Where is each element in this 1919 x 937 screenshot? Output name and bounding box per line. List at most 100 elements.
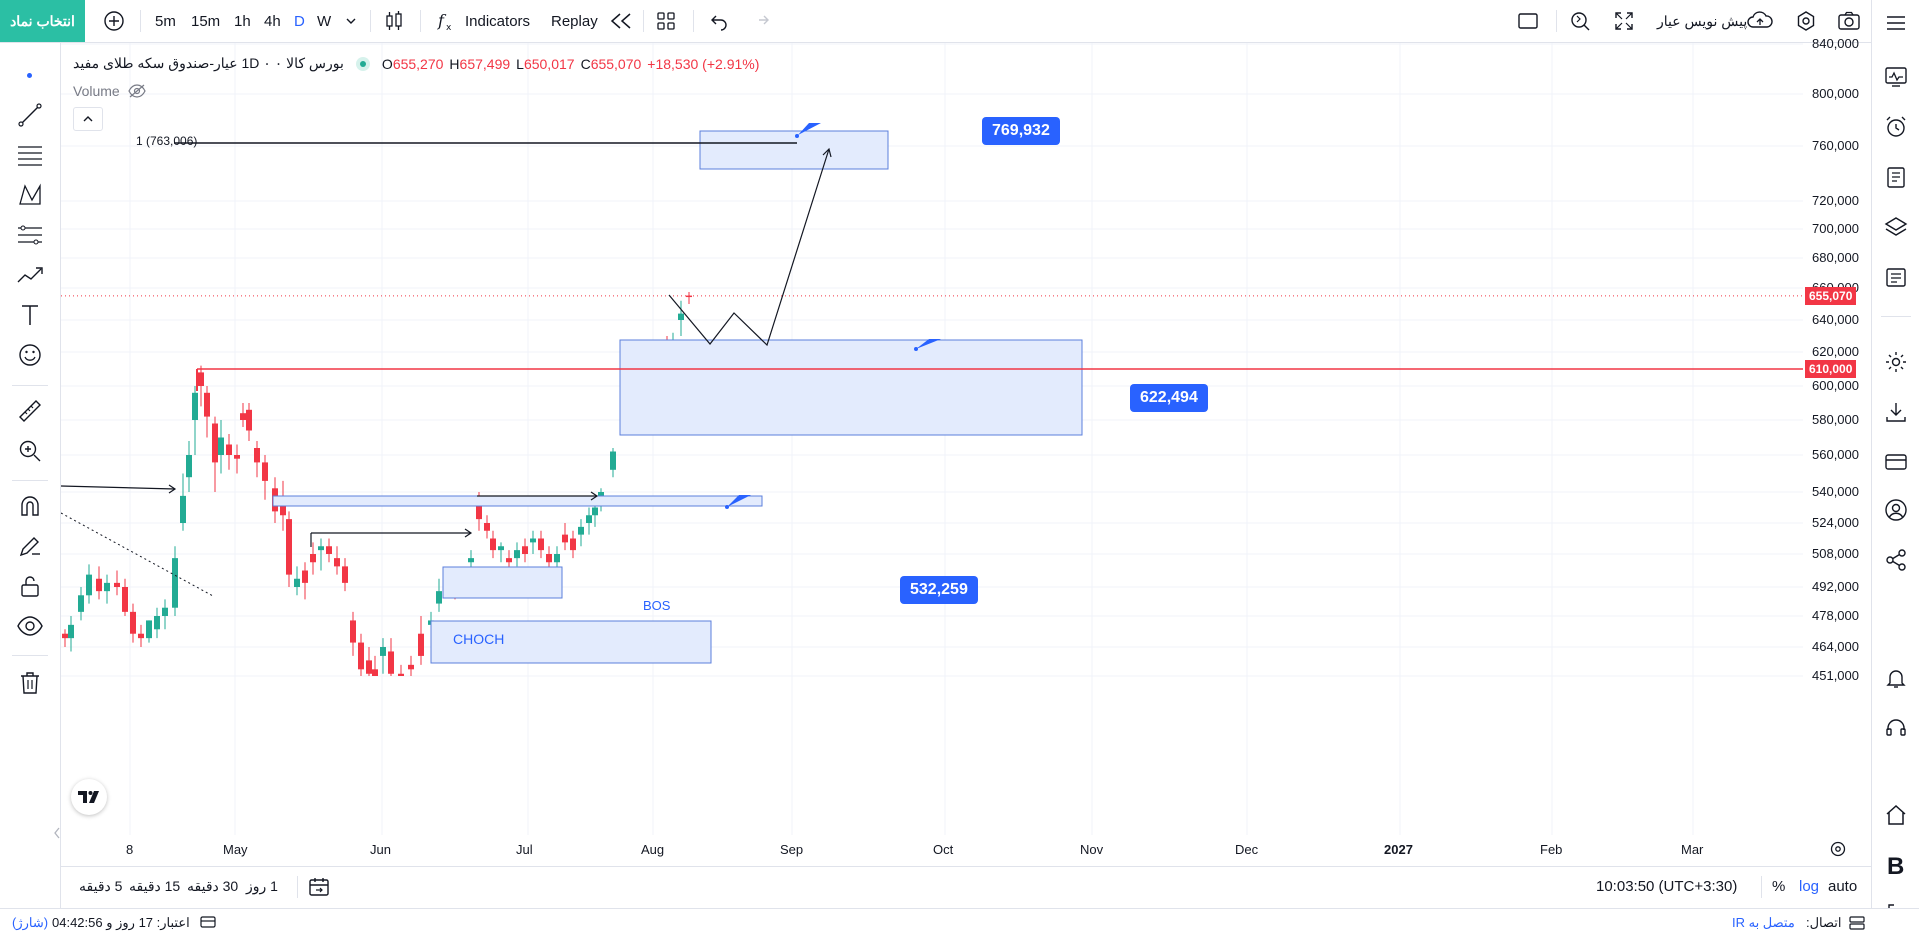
trendline-icon[interactable] <box>15 100 45 130</box>
ruler-icon[interactable] <box>15 396 45 426</box>
interval-d[interactable]: D <box>294 12 305 30</box>
candle-body <box>334 558 340 567</box>
trash-icon[interactable] <box>15 668 45 698</box>
svg-text:B: B <box>1887 853 1904 878</box>
zone-low-callout[interactable]: 532,259 <box>900 576 978 604</box>
date-range-icon[interactable] <box>307 875 331 904</box>
magnet-icon[interactable] <box>15 491 45 521</box>
menu-icon[interactable] <box>1881 8 1911 38</box>
toolbar-divider <box>370 10 371 32</box>
home-icon[interactable] <box>1881 800 1911 830</box>
toolbar-divider <box>140 10 141 32</box>
candle-body <box>198 372 204 386</box>
interval-1h[interactable]: 1h <box>234 12 251 30</box>
replay-rewind-icon[interactable] <box>608 0 634 42</box>
legend-low-label: L <box>516 55 524 72</box>
fib-retracement-icon[interactable] <box>15 140 45 170</box>
bottom-toolbar: 5 دقیقه 15 دقیقه 30 دقیقه 1 روز 10:03:50… <box>61 866 1871 909</box>
chart-pane[interactable]: بورس کالا ۰ 1D ۰ عیار-صندوق سکه طلای مفی… <box>61 43 1803 865</box>
chart-canvas[interactable] <box>61 43 1803 865</box>
text-icon[interactable] <box>15 300 45 330</box>
alarm-icon[interactable] <box>1881 112 1911 142</box>
camera-icon[interactable] <box>1837 0 1861 42</box>
settings-icon[interactable] <box>1795 0 1817 42</box>
zoom-in-icon[interactable] <box>15 436 45 466</box>
eye-off-icon[interactable] <box>128 84 146 98</box>
interval-15m[interactable]: 15m <box>191 12 221 30</box>
user-icon[interactable] <box>1881 495 1911 525</box>
calendar-list-icon[interactable] <box>1881 262 1911 292</box>
toolbar-divider <box>12 480 48 481</box>
time-label: 2027 <box>1384 842 1413 857</box>
redo-icon[interactable] <box>751 0 771 42</box>
drawing-mode-icon[interactable] <box>15 531 45 561</box>
candle-body <box>204 392 210 417</box>
collapse-left-icon[interactable] <box>52 822 62 849</box>
pattern-icon[interactable] <box>15 180 45 210</box>
log-toggle[interactable]: log <box>1799 878 1820 895</box>
axis-settings-icon[interactable] <box>1829 840 1847 863</box>
price-tag: 655,070 <box>1805 286 1857 305</box>
watchlist-icon[interactable] <box>1881 62 1911 92</box>
tradingview-logo-icon[interactable] <box>71 779 107 815</box>
eye-icon[interactable] <box>15 611 45 641</box>
layers-icon[interactable] <box>1881 212 1911 242</box>
quick-search-icon[interactable] <box>1569 0 1591 42</box>
price-label: 451,000 <box>1812 668 1859 683</box>
bell-icon[interactable] <box>1881 663 1911 693</box>
indicators-button[interactable]: Indicators <box>465 12 531 30</box>
volume-label[interactable]: Volume <box>73 83 120 99</box>
download-icon[interactable] <box>1881 397 1911 427</box>
charge-link[interactable]: (شارژ) <box>12 915 49 930</box>
price-axis[interactable]: 840,000 800,000 760,000 720,000 700,000 680,0… <box>1804 36 1870 865</box>
forecast-icon[interactable] <box>15 220 45 250</box>
target-price-callout[interactable]: 769,932 <box>982 117 1060 145</box>
timeframe-5m[interactable]: 5 دقیقه <box>79 878 123 894</box>
interval-4h[interactable]: 4h <box>264 12 281 30</box>
layout-grid-icon[interactable] <box>656 0 676 42</box>
broker-label[interactable]: پیش نویس عیار <box>1657 12 1748 29</box>
layout-square-icon[interactable] <box>1517 0 1539 42</box>
timeframe-1d[interactable]: 1 روز <box>246 878 278 894</box>
symbol-search-button[interactable]: انتخاب نماد <box>0 0 85 42</box>
lock-icon[interactable] <box>15 571 45 601</box>
projection-arrowhead <box>822 147 832 158</box>
legend-close: 655,070 <box>590 55 642 72</box>
b-logo-icon[interactable]: B <box>1881 850 1911 880</box>
fullscreen-icon[interactable] <box>1614 0 1634 42</box>
collapse-legend-button[interactable] <box>73 107 103 131</box>
percent-toggle[interactable]: % <box>1772 878 1786 895</box>
time-axis[interactable]: 8 May Jun Jul Aug Sep Oct Nov Dec 2027 Feb Mar <box>61 836 1803 866</box>
replay-button[interactable]: Replay <box>551 12 598 30</box>
candle-body <box>302 570 308 583</box>
legend-symbol[interactable]: بورس کالا ۰ 1D ۰ عیار-صندوق سکه طلای مفی… <box>73 55 344 71</box>
chevron-down-icon[interactable] <box>345 0 357 42</box>
support-icon[interactable] <box>1881 713 1911 743</box>
interval-w[interactable]: W <box>317 12 332 30</box>
add-symbol-icon[interactable] <box>103 0 125 42</box>
share-icon[interactable] <box>1881 545 1911 575</box>
bos-arrowhead <box>590 491 599 501</box>
card-icon[interactable] <box>1881 447 1911 477</box>
status-bar: (شارژ) اعتبار: 17 روز و 04:42:56 متصل به… <box>0 908 1919 937</box>
timeframe-15m[interactable]: 15 دقیقه <box>129 878 181 894</box>
candle-body <box>318 546 324 551</box>
toolbar-divider <box>693 10 694 32</box>
zone-mid-callout[interactable]: 622,494 <box>1130 384 1208 412</box>
clock-label[interactable]: 10:03:50 (UTC+3:30) <box>1596 878 1738 895</box>
price-label: 840,000 <box>1812 36 1859 51</box>
crosshair-dot-icon[interactable] <box>27 73 32 78</box>
auto-toggle[interactable]: auto <box>1828 878 1858 895</box>
undo-icon[interactable] <box>709 0 729 42</box>
candles-icon[interactable] <box>384 0 404 42</box>
interval-5m[interactable]: 5m <box>155 12 176 30</box>
cloud-icon[interactable] <box>1746 0 1774 42</box>
timeframe-30m[interactable]: 30 دقیقه <box>187 878 239 894</box>
emoji-icon[interactable] <box>15 340 45 370</box>
candle-body <box>162 607 168 616</box>
toolbar-divider <box>1556 10 1557 32</box>
notes-icon[interactable] <box>1881 162 1911 192</box>
gear-icon[interactable] <box>1881 347 1911 377</box>
path-icon[interactable] <box>15 260 45 290</box>
